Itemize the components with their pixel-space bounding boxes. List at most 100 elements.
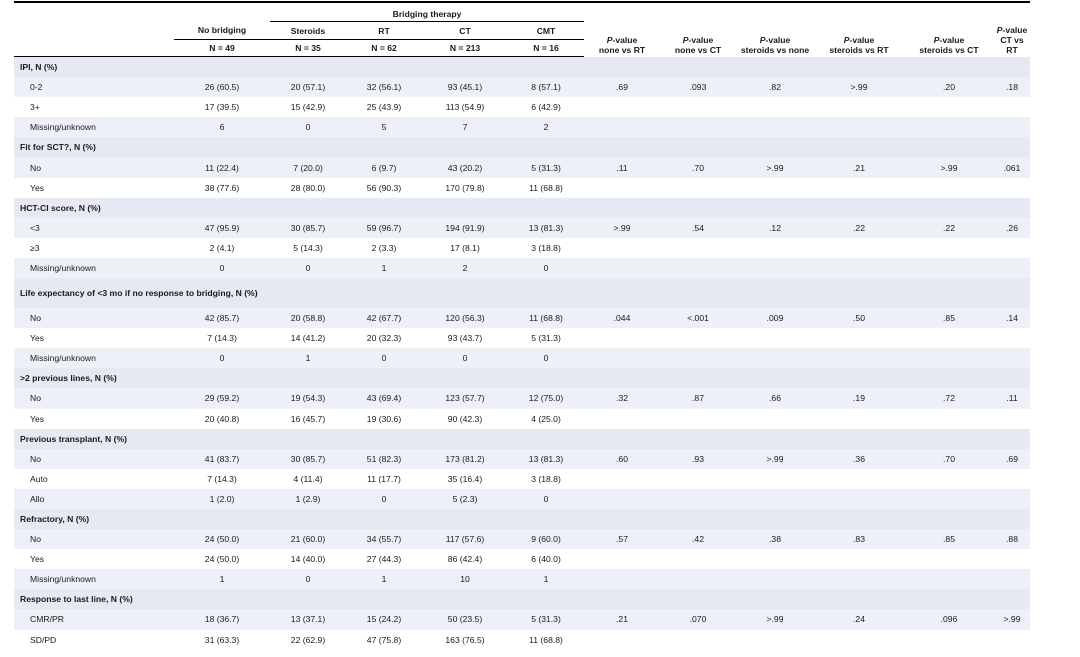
value-cell: 43 (69.4) [346, 388, 422, 409]
section-title: IPI, N (%) [14, 56, 1031, 78]
value-cell: 0 [174, 348, 270, 369]
value-cell: 26 (60.5) [174, 77, 270, 98]
pvalue-cell [994, 257, 1031, 279]
pvalue-cell [584, 468, 661, 489]
pvalue-cell: .50 [814, 308, 905, 329]
value-cell: 194 (91.9) [422, 217, 508, 238]
table-row: Yes 20 (40.8) 16 (45.7) 19 (30.6) 90 (42.3) 4… [14, 409, 1030, 429]
value-cell: 20 (40.8) [204, 413, 240, 424]
pvalue-cell [904, 468, 995, 489]
value-cell: 1 [270, 348, 346, 369]
pvalue-cell: .11 [994, 388, 1031, 409]
pvalue-cell [994, 569, 1031, 590]
pvalue-cell [660, 348, 737, 369]
pvalue-cell [736, 257, 815, 279]
pvalue-cell: >.99 [994, 609, 1031, 630]
n-rt: N = 62 [346, 39, 422, 57]
table-row: No 11 (22.4) 7 (20.0) 6 (9.7) 43 (20.2) 5 (31… [14, 157, 1031, 178]
value-cell: 56 (90.3) [346, 177, 422, 198]
pvalue-cell [994, 328, 1030, 348]
value-cell: 7 (14.3) [174, 468, 270, 489]
value-cell: 1 [174, 569, 270, 590]
pvalue-cell [584, 328, 660, 348]
value-cell: 5 (14.3) [293, 242, 323, 253]
pvalue-cell [584, 117, 661, 138]
value-cell: 47 (95.9) [174, 217, 270, 238]
row-label: No [14, 308, 174, 329]
row-label: Missing/unknown [14, 257, 174, 279]
pvalue-header-none-vs-rt: P-value none vs RT [598, 34, 646, 55]
n-ct: N = 213 [422, 39, 508, 57]
value-cell: 2 (3.3) [371, 242, 397, 253]
pvalue-cell [584, 238, 660, 258]
bridging-therapy-group-header: Bridging therapy [270, 3, 585, 22]
section-title: >2 previous lines, N (%) [14, 368, 1031, 389]
value-cell: 47 (75.8) [346, 629, 422, 650]
pvalue-cell: .69 [994, 448, 1031, 469]
table-row: Auto 7 (14.3) 4 (11.4) 11 (17.7) 35 (16.4) 3 … [14, 468, 1031, 489]
pvalue-cell: .22 [904, 217, 995, 238]
value-cell: 2 [422, 257, 508, 279]
table-row: <3 47 (95.9) 30 (85.7) 59 (96.7) 194 (91.9) 1… [14, 217, 1031, 238]
table-row: No 42 (85.7) 20 (58.8) 42 (67.7) 120 (56.3) 1… [14, 308, 1031, 329]
value-cell: 34 (55.7) [346, 529, 422, 550]
pvalue-cell [814, 549, 905, 570]
pvalue-cell [994, 238, 1030, 258]
pvalue-cell [736, 328, 814, 348]
pvalue-cell [660, 97, 737, 118]
pvalue-cell: .32 [584, 388, 661, 409]
pvalue-cell: .70 [660, 157, 737, 178]
pvalue-cell [736, 348, 815, 369]
pvalue-cell: .66 [736, 388, 815, 409]
value-cell: 93 (45.1) [422, 77, 508, 98]
value-cell: 11 (68.8) [508, 177, 585, 198]
value-cell: 1 [508, 569, 585, 590]
value-cell: 35 (16.4) [422, 468, 508, 489]
pvalue-cell [814, 177, 905, 198]
table-row: Yes 7 (14.3) 14 (41.2) 20 (32.3) 93 (43.7) 5 … [14, 328, 1030, 348]
pvalue-cell [904, 629, 995, 650]
pvalue-cell [736, 488, 815, 509]
pvalue-cell: .93 [660, 448, 737, 469]
pvalue-cell: .061 [994, 157, 1031, 178]
pvalue-cell [584, 348, 661, 369]
pvalue-cell [660, 629, 737, 650]
pvalue-cell [660, 177, 737, 198]
row-label: Yes [30, 413, 45, 424]
table-row: Allo 1 (2.0) 1 (2.9) 0 5 (2.3) 0 [14, 488, 1031, 509]
table-body: IPI, N (%) 0-2 26 (60.5) 20 (57.1) 32 (56.1)… [14, 56, 1031, 650]
value-cell: 42 (85.7) [174, 308, 270, 329]
pvalue-cell [814, 488, 905, 509]
n-no-bridging: N = 49 [174, 39, 270, 57]
value-cell: 0 [422, 348, 508, 369]
value-cell: 8 (57.1) [508, 77, 585, 98]
pvalue-cell: .70 [904, 448, 995, 469]
value-cell: 0 [508, 488, 585, 509]
pvalue-cell [994, 629, 1031, 650]
section-header-row: Previous transplant, N (%) [14, 428, 1031, 449]
value-cell: 16 (45.7) [290, 413, 326, 424]
pvalue-cell: .044 [584, 308, 661, 329]
pvalue-cell: .18 [994, 77, 1031, 98]
value-cell: 2 (4.1) [209, 242, 235, 253]
pvalue-cell [584, 629, 661, 650]
value-cell: 3 (18.8) [508, 468, 585, 489]
pvalue-cell [814, 117, 905, 138]
value-cell: 19 (30.6) [366, 413, 402, 424]
pvalue-cell [584, 549, 661, 570]
value-cell: 6 (9.7) [346, 157, 422, 178]
pvalue-cell [904, 117, 995, 138]
pvalue-cell: .85 [904, 529, 995, 550]
section-header-row: Life expectancy of <3 mo if no response … [14, 278, 1031, 309]
row-label: Missing/unknown [14, 117, 174, 138]
value-cell: 5 (2.3) [422, 488, 508, 509]
value-cell: 7 [422, 117, 508, 138]
pvalue-cell [736, 468, 815, 489]
pvalue-cell [814, 629, 905, 650]
pvalue-cell [904, 569, 995, 590]
pvalue-cell [814, 468, 905, 489]
pvalue-cell [994, 117, 1031, 138]
pvalue-cell [584, 569, 661, 590]
row-label: <3 [14, 217, 174, 238]
value-cell: 10 [422, 569, 508, 590]
